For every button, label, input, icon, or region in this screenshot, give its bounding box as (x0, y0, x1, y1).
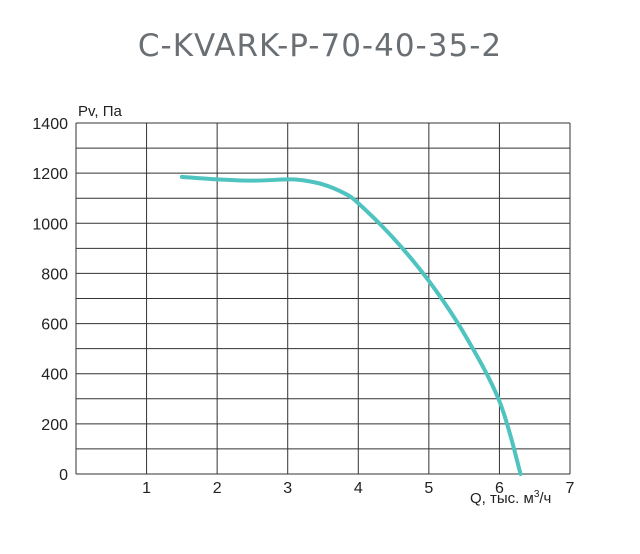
y-axis-label: Pv, Па (78, 103, 123, 120)
x-axis-label-unit: /ч (539, 490, 551, 507)
x-tick-label: 4 (354, 480, 363, 497)
series-line (179, 174, 523, 476)
x-tick-label: 7 (566, 480, 575, 497)
x-tick-label: 2 (213, 480, 222, 497)
y-tick-label: 400 (41, 367, 68, 384)
x-tick-label: 3 (283, 480, 292, 497)
chart-title: C-KVARK-P-70-40-35-2 (137, 28, 503, 64)
x-tick-label: 5 (424, 480, 433, 497)
x-tick-label: 6 (495, 480, 504, 497)
grid (75, 122, 571, 475)
y-tick-label: 0 (59, 467, 68, 484)
y-tick-label: 1400 (32, 116, 68, 133)
x-axis-label-superscript: 3 (534, 489, 540, 500)
y-tick-label: 600 (41, 317, 68, 334)
x-tick-label: 1 (142, 480, 151, 497)
x-tick-labels: 1 2 3 4 5 6 7 (142, 480, 574, 497)
y-tick-label: 1000 (32, 216, 68, 233)
y-tick-label: 200 (41, 417, 68, 434)
x-axis-label-main: Q, тыс. м (470, 490, 534, 507)
y-tick-labels: 0 200 400 600 800 1000 1200 1400 (32, 116, 68, 484)
y-tick-label: 800 (41, 266, 68, 283)
x-axis-label: Q, тыс. м3/ч (470, 489, 551, 507)
y-tick-label: 1200 (32, 166, 68, 183)
